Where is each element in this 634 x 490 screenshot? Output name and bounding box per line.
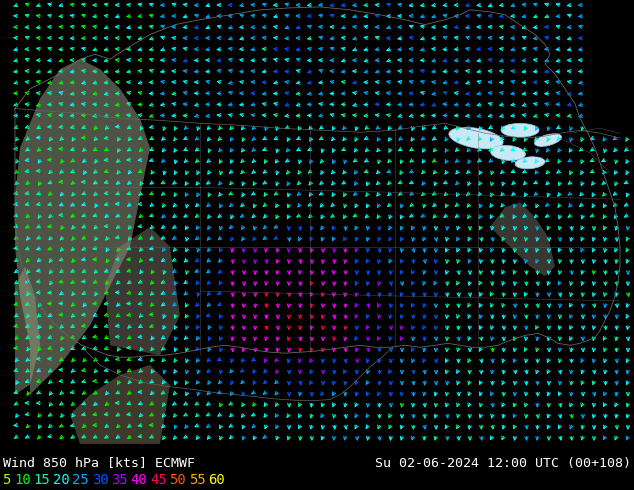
Text: 10: 10 bbox=[14, 472, 31, 487]
Polygon shape bbox=[15, 267, 40, 394]
Ellipse shape bbox=[515, 157, 545, 169]
Ellipse shape bbox=[491, 146, 526, 160]
Text: 15: 15 bbox=[34, 472, 50, 487]
Ellipse shape bbox=[501, 123, 539, 137]
Text: 30: 30 bbox=[92, 472, 108, 487]
Polygon shape bbox=[15, 59, 150, 394]
Text: 35: 35 bbox=[111, 472, 128, 487]
Text: 40: 40 bbox=[131, 472, 147, 487]
Text: 45: 45 bbox=[150, 472, 167, 487]
Polygon shape bbox=[105, 227, 180, 355]
Polygon shape bbox=[70, 365, 170, 444]
Polygon shape bbox=[490, 202, 555, 276]
Text: 25: 25 bbox=[72, 472, 89, 487]
Text: 50: 50 bbox=[169, 472, 186, 487]
Text: 5: 5 bbox=[2, 472, 10, 487]
Text: 20: 20 bbox=[53, 472, 70, 487]
Text: Wind 850 hPa [kts] ECMWF: Wind 850 hPa [kts] ECMWF bbox=[3, 457, 195, 469]
Ellipse shape bbox=[449, 127, 503, 149]
Text: 55: 55 bbox=[189, 472, 205, 487]
Text: Su 02-06-2024 12:00 UTC (00+108): Su 02-06-2024 12:00 UTC (00+108) bbox=[375, 457, 631, 469]
Ellipse shape bbox=[534, 134, 562, 147]
Text: 60: 60 bbox=[208, 472, 225, 487]
